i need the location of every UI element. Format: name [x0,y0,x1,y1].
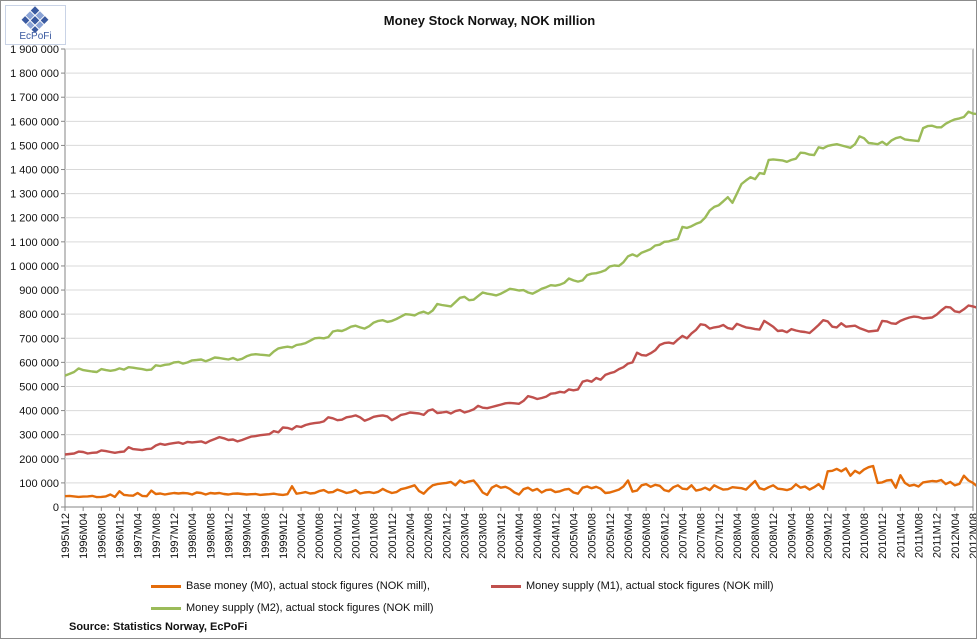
x-tick-label: 2002M04 [405,513,417,559]
ecpofi-logo: EcPoFi [5,5,66,45]
y-tick-label: 200 000 [19,454,59,466]
legend-swatch-m0 [151,584,181,588]
x-tick-label: 1999M12 [278,513,290,559]
legend-label-m2: Money supply (M2), actual stock figures … [186,602,434,614]
x-tick-label: 2010M04 [841,513,853,559]
x-tick-label: 1998M08 [205,513,217,559]
x-tick-label: 2012M04 [950,513,962,559]
series-line-m0 [64,464,976,499]
x-tick-label: 2010M08 [859,513,871,559]
legend-label-m1: Money supply (M1), actual stock figures … [526,580,774,592]
x-tick-label: 2004M04 [514,513,526,559]
y-tick-label: 500 000 [19,381,59,393]
x-tick-label: 2011M12 [932,513,944,558]
x-tick-label: 2003M12 [496,513,508,559]
y-tick-label: 1 700 000 [10,92,59,104]
x-tick-label: 2001M12 [387,513,399,559]
x-tick-label: 2010M12 [877,513,889,559]
x-tick-label: 1996M04 [78,513,90,559]
source-note: Source: Statistics Norway, EcPoFi [69,621,248,633]
y-tick-label: 1 300 000 [10,189,59,201]
x-tick-label: 2000M12 [332,513,344,559]
x-tick-label: 1996M08 [96,513,108,559]
x-tick-label: 2008M12 [768,513,780,559]
series-lines [64,110,976,499]
x-axis-tick-labels: 1995M12 1996M04 1996M08 1996M12 1997M04 1997M… [60,513,976,559]
legend-label-m0: Base money (M0), actual stock figures (N… [186,580,430,592]
y-tick-label: 100 000 [19,478,59,490]
x-tick-label: 2007M08 [696,513,708,559]
y-tick-label: 700 000 [19,333,59,345]
x-tick-label: 2009M08 [805,513,817,559]
x-tick-label: 2003M08 [478,513,490,559]
x-tick-label: 2008M08 [750,513,762,559]
y-tick-label: 1 800 000 [10,68,59,80]
x-tick-label: 1997M04 [133,513,145,559]
x-tick-label: 2000M08 [314,513,326,559]
legend-swatch-m2 [151,606,181,610]
y-tick-label: 1 000 000 [10,261,59,273]
series-line-m1 [64,304,976,456]
x-tick-label: 2000M04 [296,513,308,559]
x-tick-label: 1995M12 [60,513,72,559]
x-tick-label: 1998M04 [187,513,199,559]
x-tick-label: 2006M12 [659,513,671,559]
x-tick-label: 2011M04 [895,513,907,558]
x-tick-label: 2011M08 [914,513,926,558]
y-tick-label: 1 900 000 [10,44,59,56]
series-line-m2 [64,110,976,377]
y-tick-label: 1 100 000 [10,237,59,249]
y-tick-label: 1 200 000 [10,213,59,225]
x-tick-label: 2003M04 [460,513,472,559]
x-tick-label: 2005M04 [568,513,580,559]
x-tick-label: 1999M08 [260,513,272,559]
y-tick-label: 600 000 [19,357,59,369]
x-tick-label: 2005M12 [605,513,617,559]
x-tick-label: 2004M08 [532,513,544,559]
x-tick-label: 1996M12 [114,513,126,559]
x-tick-label: 1999M04 [242,513,254,559]
x-tick-label: 2012M08 [968,513,976,559]
x-tick-label: 2002M08 [423,513,435,559]
x-tick-label: 1997M08 [151,513,163,559]
x-tick-label: 2001M04 [351,513,363,559]
x-tick-label: 2008M04 [732,513,744,559]
y-tick-label: 300 000 [19,430,59,442]
plot-area [64,48,974,508]
x-tick-label: 2005M08 [587,513,599,559]
x-tick-label: 2007M12 [714,513,726,559]
x-tick-label: 2009M12 [823,513,835,559]
x-tick-label: 2009M04 [786,513,798,559]
y-tick-label: 1 600 000 [10,116,59,128]
x-tick-label: 2007M04 [677,513,689,559]
x-tick-label: 1997M12 [169,513,181,559]
legend-swatch-m1 [491,584,521,588]
logo-text: EcPoFi [19,31,52,42]
y-tick-label: 1 500 000 [10,140,59,152]
x-tick-label: 2006M08 [641,513,653,559]
y-tick-label: 900 000 [19,285,59,297]
y-tick-label: 1 400 000 [10,165,59,177]
chart-title: Money Stock Norway, NOK million [383,13,596,28]
logo-mark-icon [21,6,49,34]
legend-item-m0: Base money (M0), actual stock figures (N… [151,579,430,593]
y-axis-tick-labels: 0 100 000 200 000 300 000 400 000 500 000 600 … [10,44,59,514]
x-tick-label: 1998M12 [223,513,235,559]
y-tick-label: 0 [53,502,59,514]
x-tick-label: 2004M12 [550,513,562,559]
legend-item-m1: Money supply (M1), actual stock figures … [491,579,774,593]
y-tick-label: 800 000 [19,309,59,321]
x-tick-label: 2001M08 [369,513,381,559]
x-tick-label: 2002M12 [441,513,453,559]
legend-item-m2: Money supply (M2), actual stock figures … [151,601,434,615]
y-tick-label: 400 000 [19,406,59,418]
x-tick-label: 2006M04 [623,513,635,559]
